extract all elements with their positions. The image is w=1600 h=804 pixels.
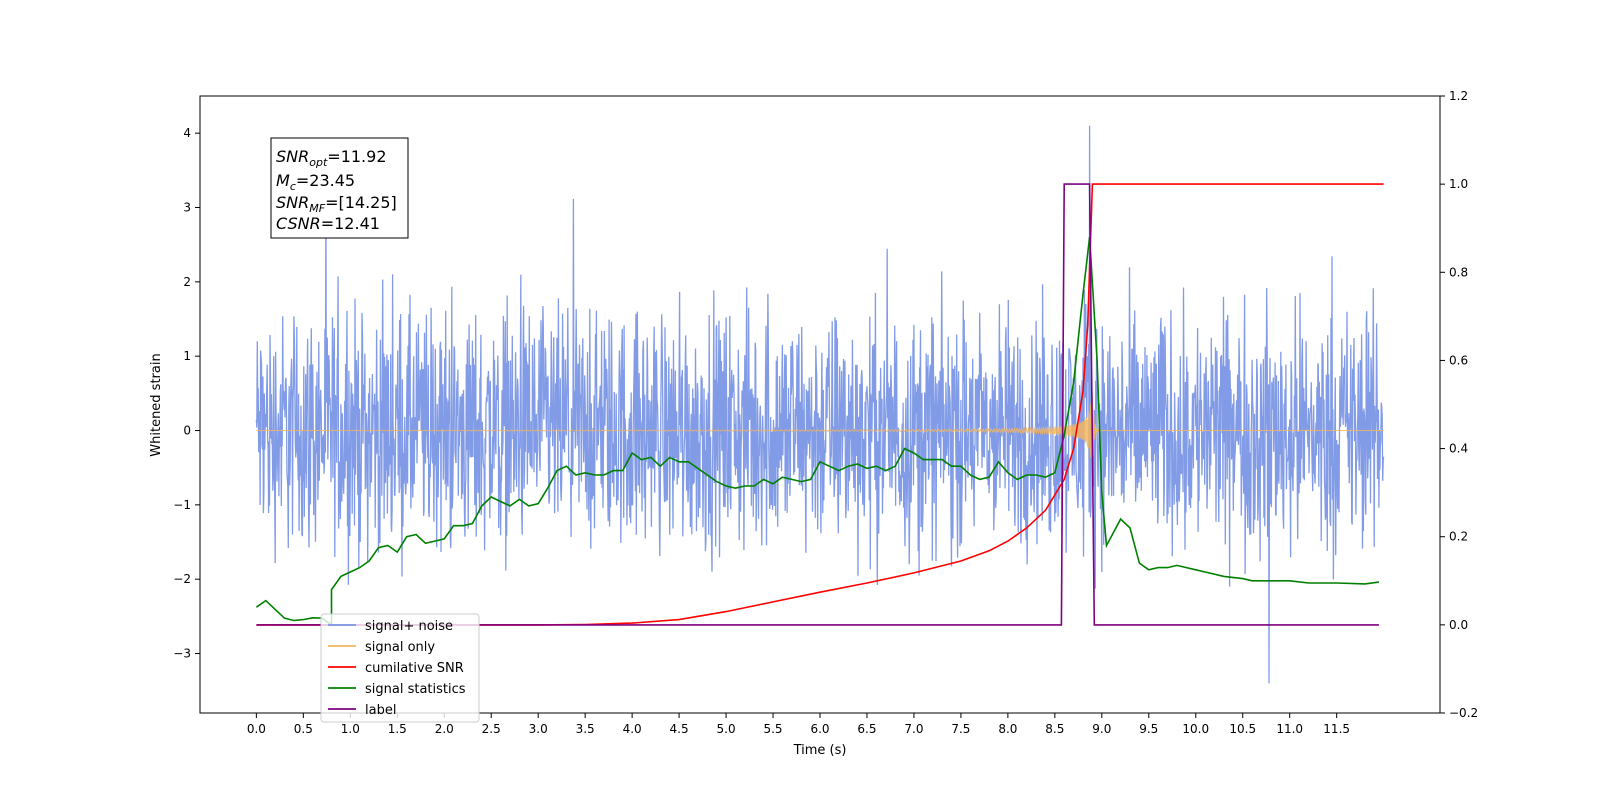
x-tick-label: 6.5 (857, 722, 876, 736)
y2-tick-label: 1.0 (1449, 177, 1468, 191)
x-tick-label: 8.5 (1045, 722, 1064, 736)
signal-noise-line (255, 125, 1385, 684)
y2-tick-label: 0.4 (1449, 442, 1468, 456)
signal-statistics-line (255, 236, 1380, 627)
x-axis-label: Time (s) (793, 743, 847, 758)
y-tick-label: 0 (183, 424, 191, 438)
series-layer (255, 125, 1385, 684)
y-tick-label: 1 (183, 349, 191, 363)
annotation-box: SNRopt=11.92 Mc=23.45 SNRMF=[14.25] CSNR… (270, 137, 409, 239)
x-tick-label: 7.0 (904, 722, 923, 736)
y-tick-label: 3 (183, 201, 191, 215)
x-tick-label: 4.0 (623, 722, 642, 736)
y2-tick-label: 0.8 (1449, 265, 1468, 279)
y-axis-left: −3 −2 −1 0 1 2 3 4 (173, 126, 200, 661)
x-tick-label: 0.0 (247, 722, 266, 736)
y-tick-label: −3 (173, 647, 191, 661)
y2-tick-label: 0.0 (1449, 618, 1468, 632)
y-tick-label: −1 (173, 498, 191, 512)
x-tick-label: 10.0 (1182, 722, 1209, 736)
legend-label: cumilative SNR (365, 661, 464, 676)
x-tick-label: 7.5 (951, 722, 970, 736)
x-tick-label: 1.0 (341, 722, 360, 736)
label-line (256, 183, 1379, 626)
x-tick-label: 11.5 (1323, 722, 1350, 736)
x-tick-label: 9.0 (1092, 722, 1111, 736)
y2-tick-label: 0.2 (1449, 530, 1468, 544)
legend: signal+ noise signal only cumilative SNR si… (320, 613, 480, 723)
x-tick-label: 11.0 (1276, 722, 1303, 736)
x-tick-label: 0.5 (294, 722, 313, 736)
signal-only-line (256, 395, 1384, 458)
x-tick-label: 3.5 (576, 722, 595, 736)
x-tick-label: 1.5 (388, 722, 407, 736)
x-tick-label: 6.0 (810, 722, 829, 736)
annotation-snr-opt: SNRopt=11.92 (276, 147, 387, 169)
cumulative-snr-line (256, 183, 1384, 626)
legend-label: signal only (365, 640, 435, 655)
annotation-snr-mf: SNRMF=[14.25] (276, 193, 397, 215)
y2-tick-label: −0.2 (1449, 706, 1478, 720)
x-tick-label: 2.5 (482, 722, 501, 736)
x-tick-label: 5.5 (763, 722, 782, 736)
y2-tick-label: 0.6 (1449, 353, 1468, 367)
x-tick-label: 10.5 (1229, 722, 1256, 736)
y-tick-label: 4 (183, 126, 191, 140)
y-tick-label: 2 (183, 275, 191, 289)
x-tick-label: 4.5 (670, 722, 689, 736)
legend-label: label (365, 703, 396, 718)
x-axis: 0.0 0.5 1.0 1.5 2.0 2.5 3.0 3.5 4.0 4.5 5.0 5.5 6.0 6… (247, 713, 1350, 736)
legend-label: signal+ noise (365, 619, 453, 634)
x-tick-label: 5.0 (717, 722, 736, 736)
y-axis-right: −0.2 0.0 0.2 0.4 0.6 0.8 1.0 1.2 (1440, 89, 1478, 720)
y-tick-label: −2 (173, 572, 191, 586)
y2-tick-label: 1.2 (1449, 89, 1468, 103)
annotation-csnr: CSNR=12.41 (276, 214, 380, 233)
y-axis-label: Whitened strain (149, 353, 164, 456)
x-tick-label: 9.5 (1139, 722, 1158, 736)
x-tick-label: 3.0 (529, 722, 548, 736)
annotation-mc: Mc=23.45 (276, 171, 355, 193)
x-tick-label: 8.0 (998, 722, 1017, 736)
legend-label: signal statistics (365, 682, 466, 697)
x-tick-label: 2.0 (435, 722, 454, 736)
